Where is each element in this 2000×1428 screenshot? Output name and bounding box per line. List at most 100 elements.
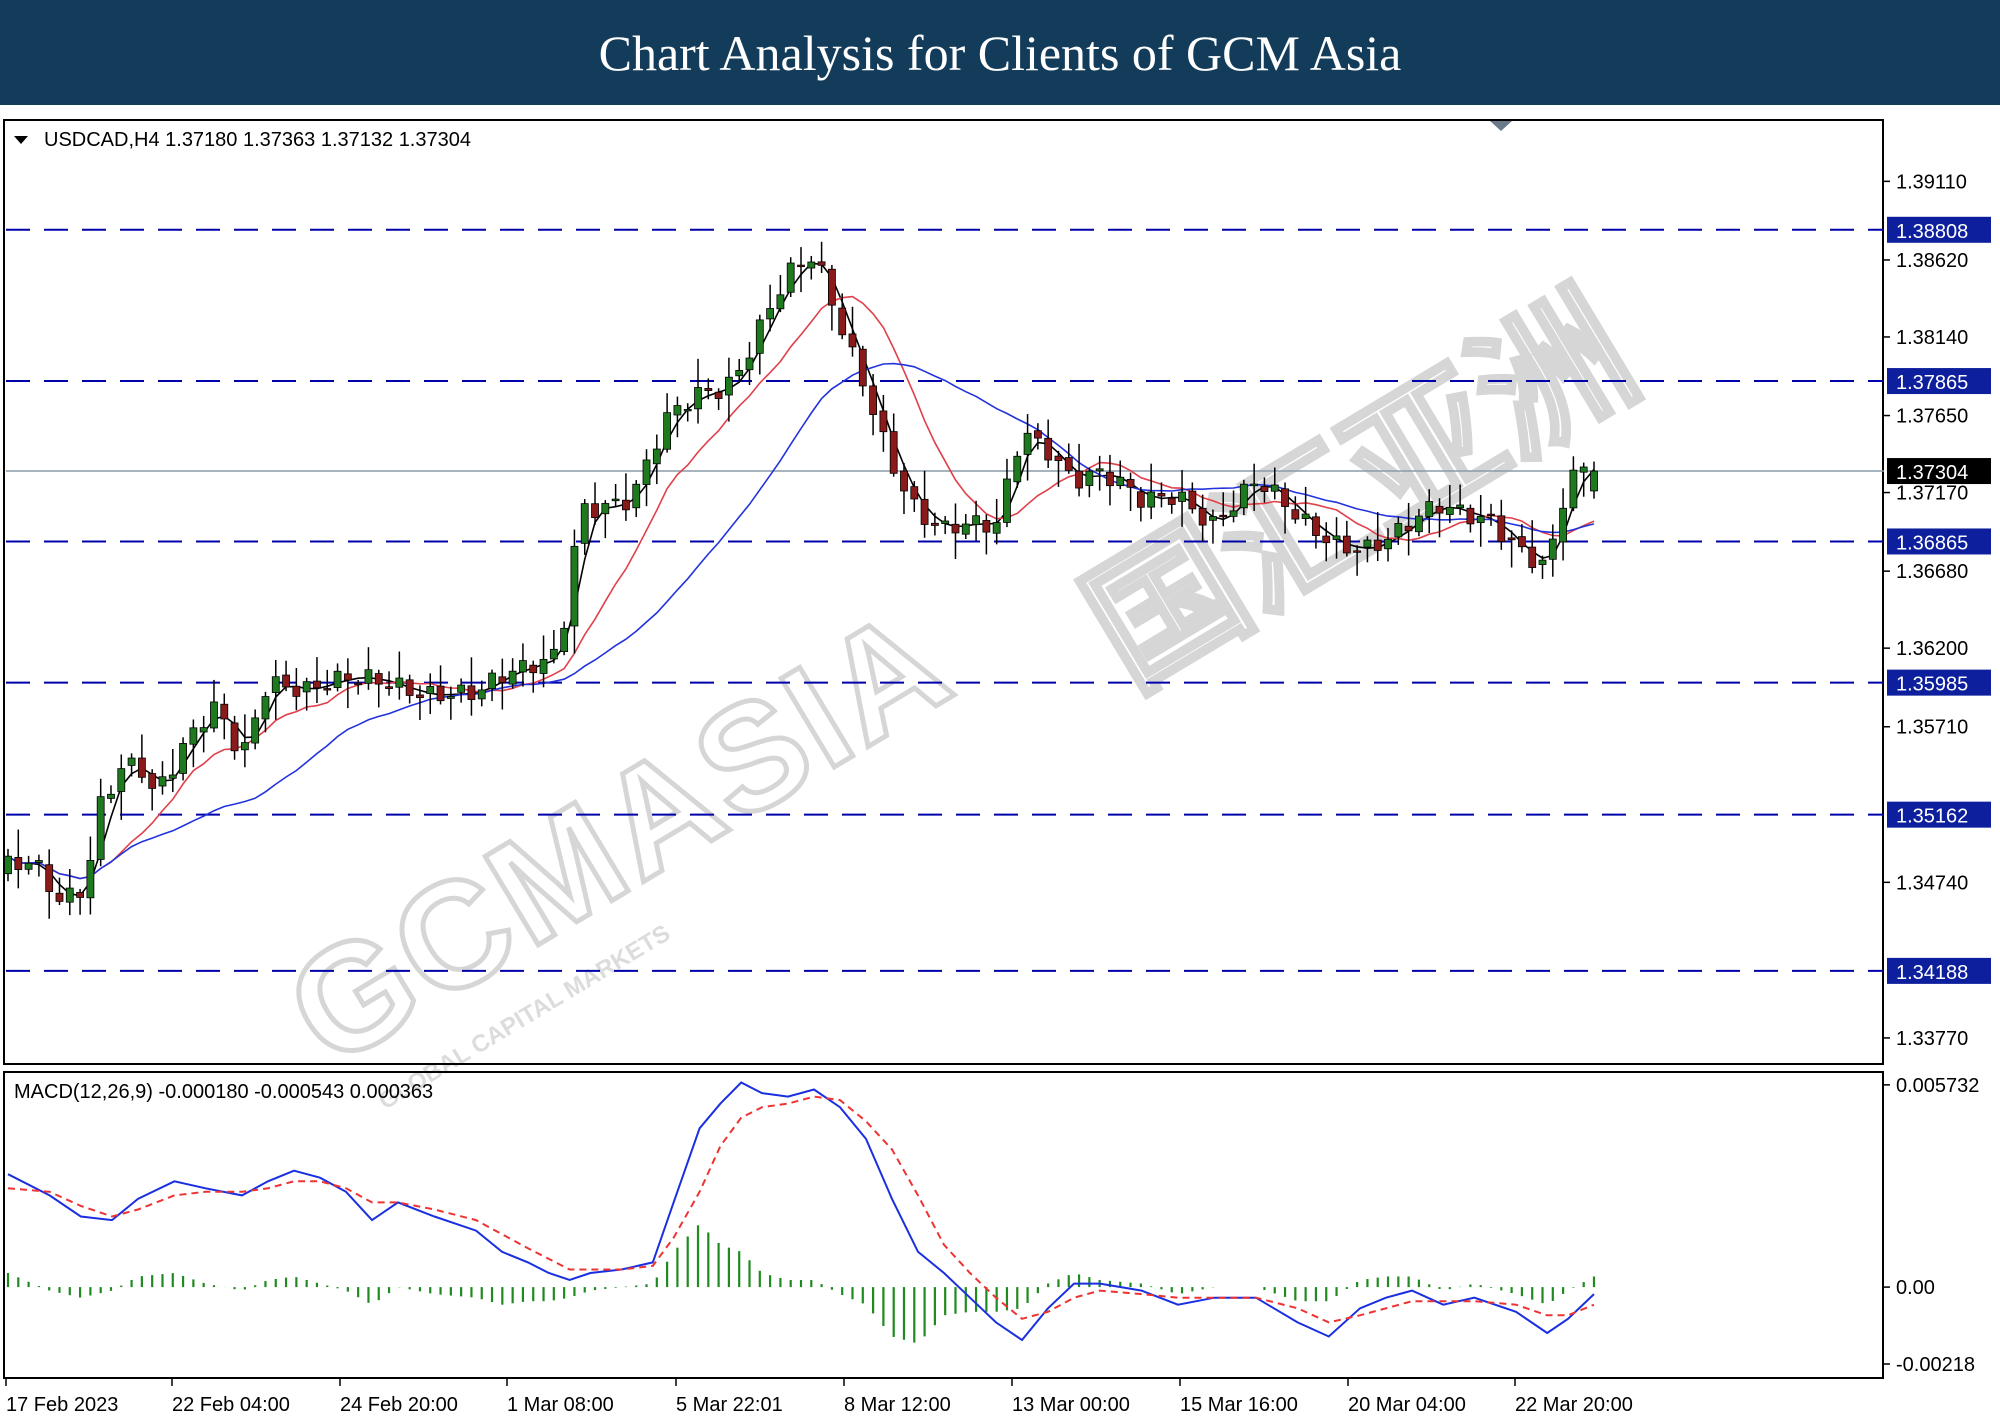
candle-body: [488, 672, 496, 689]
candle-body: [838, 307, 847, 336]
candle-body: [24, 862, 33, 870]
candle-body: [1590, 470, 1598, 492]
price-tick-label: 1.37170: [1896, 483, 1968, 505]
candle-body: [570, 545, 579, 627]
macd-label: MACD(12,26,9) -0.000180 -0.000543 0.0003…: [14, 1081, 433, 1103]
level-label: 1.35985: [1896, 674, 1968, 696]
candle-body: [776, 294, 785, 310]
candle-body: [1363, 539, 1372, 548]
candle-body: [1085, 470, 1094, 486]
candle-body: [199, 727, 208, 733]
time-tick-label: 22 Feb 04:00: [172, 1394, 290, 1416]
support-resistance-levels: [6, 228, 1884, 972]
candle-body: [683, 409, 692, 412]
candle-body: [1250, 483, 1259, 487]
candle-body: [4, 855, 12, 875]
candle-body: [817, 261, 826, 266]
candle-body: [673, 405, 682, 416]
current-price-label-bg: [1887, 458, 1991, 485]
candle-body: [34, 860, 43, 863]
time-tick-label: 1 Mar 08:00: [507, 1394, 614, 1416]
candle-body: [1291, 509, 1300, 520]
candle-body: [652, 448, 661, 465]
candle-body: [107, 793, 115, 799]
candle-body: [1239, 483, 1248, 509]
candle-body: [745, 357, 754, 371]
candle-body: [1394, 523, 1403, 538]
candle-body: [261, 696, 270, 720]
chart-shift-marker-icon[interactable]: [1490, 121, 1512, 131]
macd-histogram: [6, 1225, 1596, 1343]
price-tick-label: 1.36680: [1896, 561, 1968, 583]
candle-body: [1013, 455, 1022, 483]
candle-body: [1281, 488, 1289, 507]
candle-body: [1476, 515, 1485, 523]
candle-body: [1147, 491, 1156, 508]
candle-body: [96, 796, 105, 860]
candle-body: [457, 684, 466, 693]
level-label-bg: [1887, 801, 1991, 828]
candle-body: [76, 892, 84, 898]
candle-body: [1064, 457, 1073, 471]
candle-body: [1301, 513, 1310, 519]
macd-tick-label: -0.00218: [1896, 1354, 1975, 1376]
candle-body: [1518, 536, 1526, 548]
candle-body: [1528, 546, 1537, 568]
candle-body: [951, 523, 960, 534]
candle-body: [86, 860, 95, 899]
candle-body: [1548, 538, 1557, 560]
price-tick-label: 1.38620: [1896, 250, 1968, 272]
candle-body: [1332, 535, 1341, 540]
candle-body: [498, 676, 507, 683]
price-axis: 1.39110 1.38620 1.38140 1.37650 1.37170 1.366…: [1884, 171, 1968, 1050]
candle-body: [168, 774, 177, 779]
candle-body: [1003, 478, 1011, 523]
candle-body: [405, 679, 414, 696]
candle-body: [941, 520, 950, 525]
macd-signal-line: [7, 1095, 1595, 1324]
level-label-bg: [1887, 216, 1991, 243]
price-panel-frame: [3, 119, 1884, 1065]
candle-body: [1054, 455, 1063, 461]
candle-body: [961, 523, 970, 535]
candle-body: [251, 717, 260, 744]
candle-body: [591, 503, 599, 519]
candle-body: [1435, 505, 1444, 514]
candle-body: [1456, 504, 1465, 509]
price-tick-label: 1.36200: [1896, 638, 1968, 660]
price-tick-label: 1.35710: [1896, 717, 1968, 739]
candle-body: [1198, 507, 1207, 526]
candle-body: [807, 261, 816, 269]
candle-body: [879, 410, 888, 433]
candle-body: [333, 670, 342, 688]
candle-body: [179, 743, 187, 774]
candle-body: [343, 673, 352, 681]
candle-body: [529, 664, 538, 674]
candle-body: [766, 308, 775, 320]
candle-body: [858, 348, 867, 387]
candle-body: [477, 689, 486, 700]
candle-body: [920, 498, 929, 525]
candle-body: [1497, 515, 1506, 543]
candle-body: [992, 522, 1001, 534]
symbol-dropdown-icon[interactable]: [14, 136, 28, 144]
candle-body: [220, 703, 229, 720]
candle-body: [1219, 514, 1228, 518]
candle-body: [1270, 484, 1279, 492]
candle-body: [519, 660, 527, 673]
price-tick-label: 1.38140: [1896, 327, 1968, 349]
candle-body: [632, 483, 641, 509]
candle-body: [1106, 471, 1114, 487]
candle-body: [982, 520, 991, 533]
candle-body: [1167, 497, 1176, 505]
candle-body: [1384, 538, 1392, 550]
candle-body: [1260, 486, 1269, 493]
level-label-bg: [1887, 368, 1991, 395]
time-tick-label: 22 Mar 20:00: [1515, 1394, 1633, 1416]
time-axis: 17 Feb 2023 22 Feb 04:00 24 Feb 20:00 1 Mar…: [5, 1378, 1633, 1416]
candle-body: [158, 776, 167, 787]
time-tick-label: 20 Mar 04:00: [1348, 1394, 1466, 1416]
level-label-bg: [1887, 669, 1991, 696]
time-tick-label: 13 Mar 00:00: [1012, 1394, 1130, 1416]
